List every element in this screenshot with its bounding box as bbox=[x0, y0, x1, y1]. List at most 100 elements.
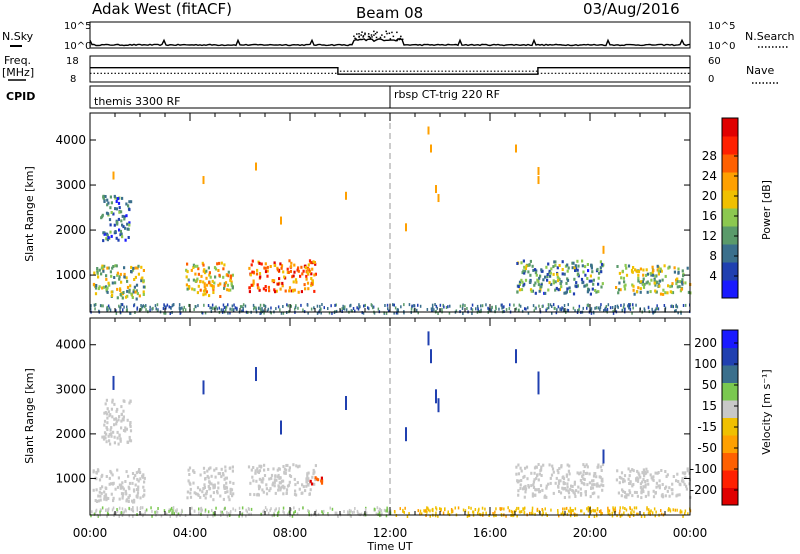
echo-cell bbox=[258, 272, 262, 275]
ground-cell bbox=[670, 304, 672, 308]
echo-cell bbox=[101, 473, 104, 477]
echo-cell bbox=[308, 270, 312, 274]
ground-cell bbox=[420, 512, 423, 516]
velocity-heatmap-cells bbox=[90, 331, 692, 518]
echo-cell bbox=[574, 267, 578, 271]
ground-cell bbox=[566, 308, 569, 312]
echo-cell bbox=[279, 262, 282, 266]
echo-cell bbox=[586, 290, 589, 294]
echo-cell bbox=[589, 292, 592, 296]
ground-cell bbox=[245, 514, 247, 518]
echo-cell bbox=[114, 230, 117, 233]
echo-cell bbox=[219, 494, 222, 498]
ground-cell bbox=[232, 308, 235, 312]
echo-cell bbox=[652, 478, 655, 482]
echo-cell bbox=[577, 485, 580, 489]
echo-cell bbox=[546, 273, 549, 276]
echo-cell bbox=[274, 290, 277, 294]
echo-cell bbox=[197, 272, 200, 276]
ground-cell bbox=[136, 306, 139, 310]
echo-cell bbox=[129, 421, 132, 424]
isolated-cell bbox=[435, 185, 437, 194]
ground-cell bbox=[682, 514, 684, 518]
echo-cell bbox=[212, 291, 215, 294]
echo-cell bbox=[681, 477, 684, 480]
isolated-cell bbox=[280, 420, 282, 435]
ground-cell bbox=[126, 305, 128, 309]
echo-cell bbox=[563, 291, 566, 295]
echo-cell bbox=[582, 463, 585, 467]
echo-cell bbox=[209, 466, 212, 470]
echo-cell bbox=[654, 289, 657, 293]
echo-cell bbox=[661, 278, 664, 282]
echo-cell bbox=[520, 278, 523, 282]
echo-cell bbox=[657, 269, 660, 273]
power-colorbar-tick-label: 28 bbox=[702, 149, 717, 163]
echo-cell bbox=[517, 489, 520, 493]
echo-cell bbox=[600, 270, 603, 274]
ground-cell bbox=[264, 305, 267, 309]
echo-cell bbox=[679, 280, 682, 284]
ground-cell bbox=[402, 509, 404, 513]
echo-cell bbox=[623, 474, 627, 478]
ground-cell bbox=[560, 512, 562, 516]
echo-cell bbox=[676, 493, 679, 497]
ground-cell bbox=[410, 307, 413, 311]
echo-cell bbox=[531, 289, 534, 293]
echo-cell bbox=[312, 468, 315, 472]
echo-cell bbox=[519, 466, 522, 470]
echo-cell bbox=[194, 264, 197, 268]
ground-cell bbox=[631, 311, 633, 315]
ground-cell bbox=[274, 508, 276, 512]
echo-cell bbox=[642, 268, 645, 272]
echo-cell bbox=[92, 282, 96, 286]
ground-cell bbox=[263, 311, 265, 315]
echo-cell bbox=[200, 274, 203, 278]
ground-cell bbox=[468, 514, 470, 518]
echo-cell bbox=[226, 490, 229, 494]
ground-cell bbox=[450, 510, 453, 514]
ground-cell bbox=[156, 309, 159, 313]
ground-cell bbox=[656, 307, 659, 310]
ground-cell bbox=[253, 305, 256, 309]
echo-cell bbox=[273, 484, 276, 488]
echo-cell bbox=[641, 487, 644, 491]
echo-cell bbox=[560, 285, 563, 289]
echo-cell bbox=[101, 435, 104, 439]
echo-cell bbox=[110, 274, 113, 278]
ground-cell bbox=[171, 304, 174, 308]
ground-cell bbox=[212, 514, 214, 518]
echo-cell bbox=[310, 272, 313, 276]
ground-cell bbox=[131, 509, 134, 513]
ground-cell bbox=[619, 514, 622, 518]
echo-cell bbox=[257, 471, 260, 474]
echo-cell bbox=[258, 288, 261, 292]
echo-cell bbox=[545, 484, 548, 488]
echo-cell bbox=[264, 270, 268, 274]
echo-cell bbox=[649, 473, 652, 477]
echo-cell bbox=[293, 263, 296, 267]
ground-cell bbox=[163, 311, 165, 315]
echo-cell bbox=[576, 268, 579, 272]
ground-cell bbox=[464, 304, 466, 308]
ground-cell bbox=[193, 308, 195, 311]
nsky-tick-top-right: 10^5 bbox=[708, 21, 735, 32]
echo-cell bbox=[110, 211, 113, 214]
nsearch-label: N.Search bbox=[745, 30, 795, 43]
ground-cell bbox=[145, 304, 147, 308]
nsky-dot bbox=[375, 36, 378, 39]
echo-cell bbox=[118, 483, 121, 487]
echo-cell bbox=[120, 232, 123, 236]
ground-cell bbox=[377, 510, 380, 514]
ground-cell bbox=[612, 506, 614, 510]
nsky-dots-group bbox=[353, 30, 404, 42]
echo-cell bbox=[596, 484, 599, 488]
ground-cell bbox=[464, 509, 467, 513]
ground-cell bbox=[293, 511, 295, 515]
ground-cell bbox=[518, 308, 520, 312]
ground-cell bbox=[172, 509, 174, 513]
ground-cell bbox=[298, 507, 300, 511]
echo-cell bbox=[127, 474, 130, 478]
echo-cell bbox=[192, 278, 195, 282]
echo-cell bbox=[574, 269, 577, 272]
